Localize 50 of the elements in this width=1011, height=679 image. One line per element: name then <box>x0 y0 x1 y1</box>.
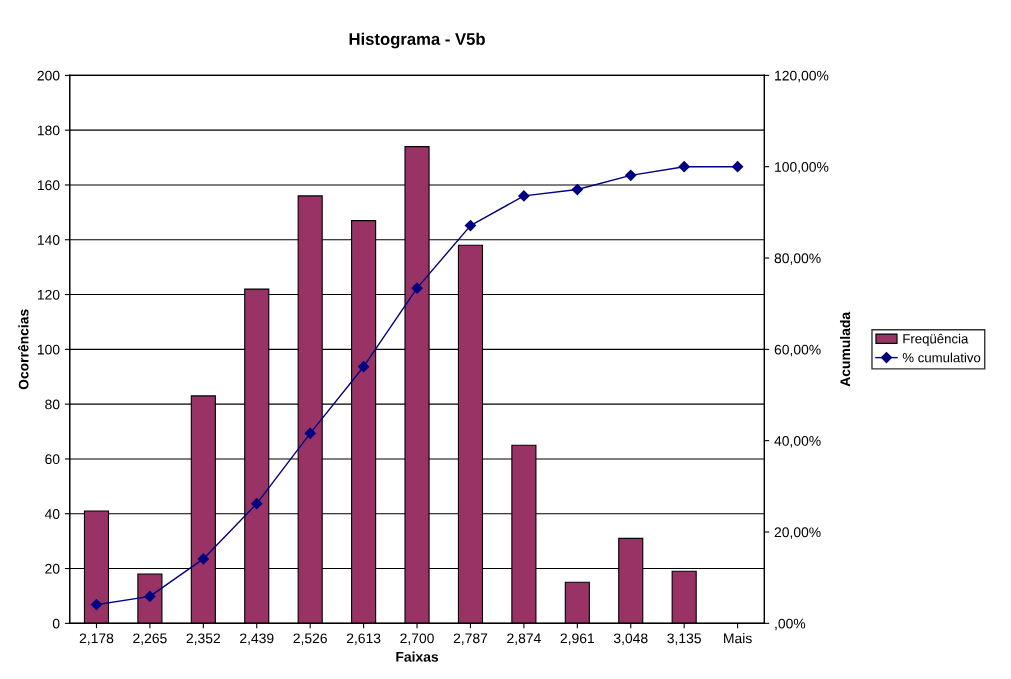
point <box>358 361 370 373</box>
point <box>197 553 209 565</box>
y2-tick-label: ,00% <box>775 618 806 631</box>
point <box>518 190 530 202</box>
legend-label: Freqüência <box>903 333 969 347</box>
y2-axis-title: Acumulada <box>839 311 851 387</box>
y-tick-label: 60 <box>45 454 60 465</box>
point <box>678 161 690 173</box>
y2-tick-label: 20,00% <box>774 527 821 539</box>
y-tick-label: 160 <box>37 180 60 191</box>
y-tick-label: 100 <box>37 344 60 355</box>
x-tick-label: 2,265 <box>133 633 167 645</box>
point <box>731 161 744 173</box>
x-tick-label: 3,048 <box>613 633 648 645</box>
x-tick-label: 2,874 <box>507 633 541 645</box>
y2-tick-label: 100,00% <box>775 162 829 174</box>
x-tick-label: Mais <box>724 633 752 644</box>
y-tick-label: 120 <box>37 289 60 300</box>
x-tick-label: 2,787 <box>453 633 488 645</box>
point <box>411 282 423 294</box>
point <box>251 498 263 510</box>
y2-tick-label: 120,00% <box>775 70 829 83</box>
point <box>144 590 156 602</box>
point <box>625 169 637 181</box>
point <box>304 427 316 439</box>
x-tick-label: 2,700 <box>400 633 434 645</box>
x-axis-title: Faixas <box>396 651 439 662</box>
point <box>464 219 477 232</box>
x-tick-label: 2,178 <box>79 633 114 645</box>
y2-tick-label: 80,00% <box>774 253 821 265</box>
chart-title: Histograma - V5b <box>349 32 485 49</box>
point <box>90 598 103 611</box>
y2-tick-label: 60,00% <box>774 344 821 357</box>
x-tick-label: 2,613 <box>346 633 381 645</box>
y-axis-title: Ocorrências <box>18 309 29 390</box>
y-tick-label: 40 <box>44 509 60 519</box>
y-tick-label: 140 <box>37 235 60 245</box>
x-tick-label: 2,439 <box>240 633 274 645</box>
x-tick-label: 2,961 <box>560 633 595 645</box>
x-tick-label: 3,135 <box>667 633 701 645</box>
y2-tick-label: 40,00% <box>774 436 821 448</box>
y-tick-label: 180 <box>37 125 60 136</box>
y-tick-label: 80 <box>45 399 60 410</box>
y-tick-label: 0 <box>52 618 60 629</box>
x-tick-label: 2,526 <box>293 633 327 645</box>
x-tick-label: 2,352 <box>186 633 221 645</box>
legend-label: % cumulativo <box>902 352 981 363</box>
y-tick-label: 20 <box>45 563 60 574</box>
y-tick-label: 200 <box>37 70 60 81</box>
point <box>571 183 583 196</box>
